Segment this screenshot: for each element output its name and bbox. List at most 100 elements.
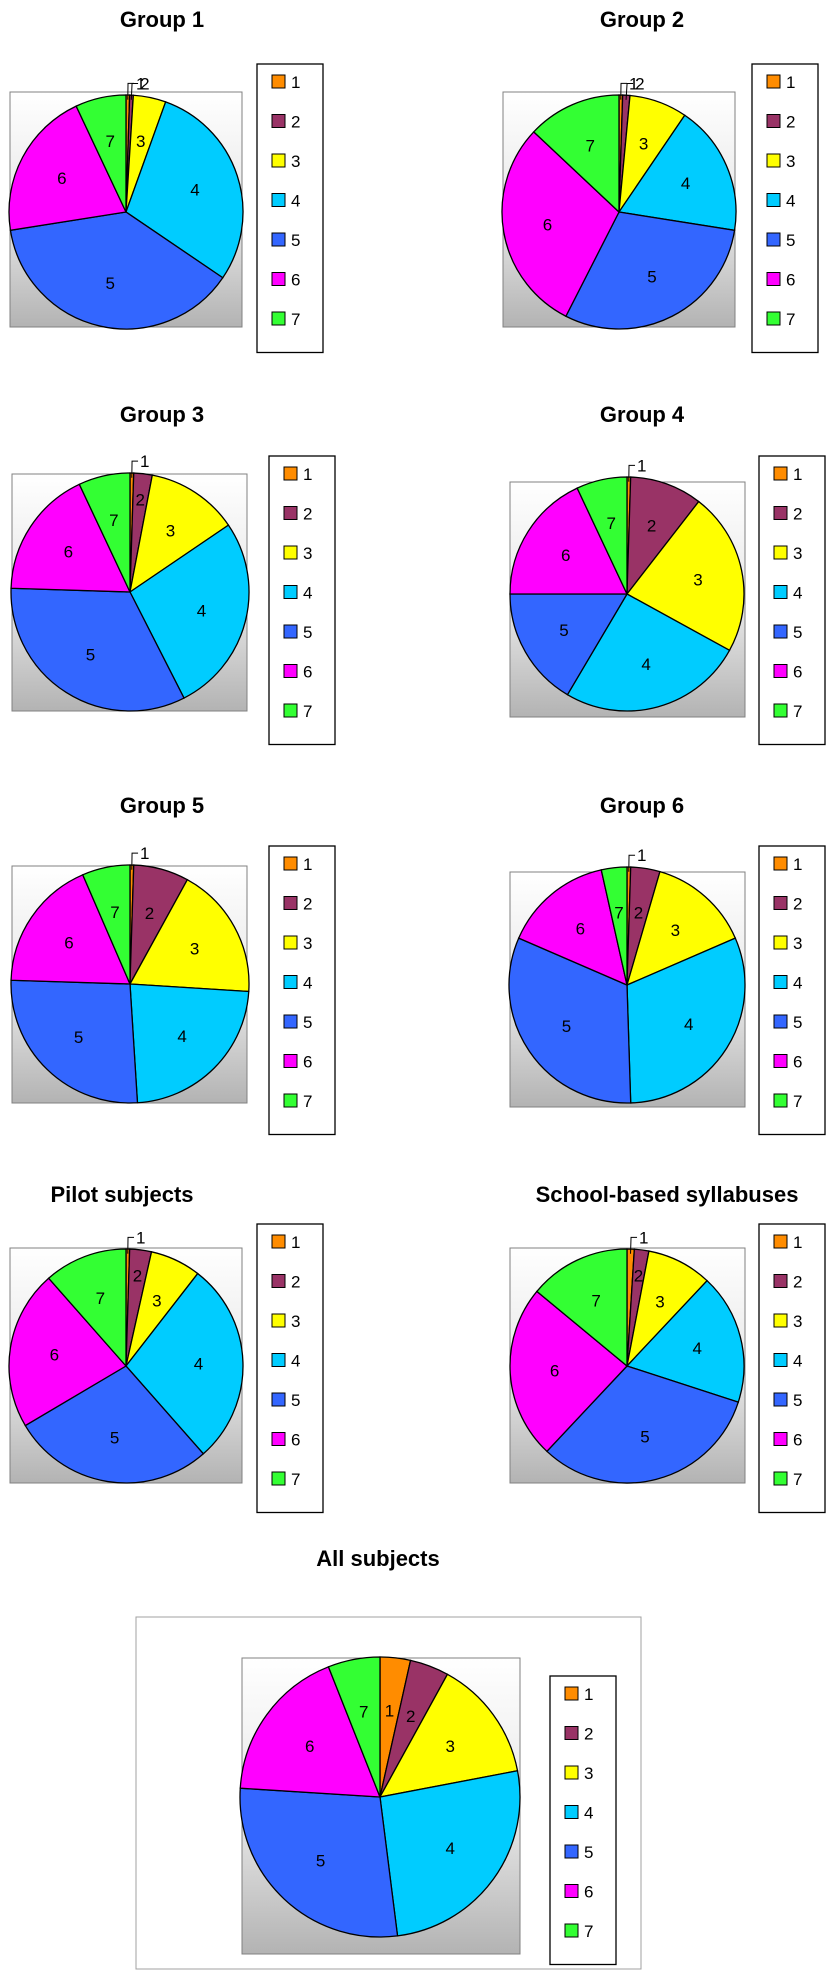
legend-label: 5 xyxy=(584,1843,593,1862)
slice-label: 5 xyxy=(316,1851,325,1870)
legend-swatch xyxy=(271,114,286,128)
pie-slice-5 xyxy=(545,1365,740,1484)
legend-label: 3 xyxy=(793,934,802,953)
pie-slice-5 xyxy=(509,593,629,696)
legend-swatch xyxy=(773,664,788,678)
legend: 1 2 3 4 5 6 7 xyxy=(758,455,826,746)
slice-label: 7 xyxy=(105,132,114,151)
legend-swatch xyxy=(773,1234,788,1249)
slice-label: 7 xyxy=(614,903,623,922)
legend-label: 5 xyxy=(291,231,300,250)
slice-label: 6 xyxy=(64,542,73,561)
legend-swatch xyxy=(564,1686,579,1701)
legend-label: 6 xyxy=(793,1431,802,1450)
legend-label: 6 xyxy=(786,271,795,290)
slice-label: 5 xyxy=(640,1427,649,1446)
legend-swatch xyxy=(283,506,298,520)
legend-swatch xyxy=(271,1274,286,1288)
pie-slice-7 xyxy=(535,1248,628,1368)
slice-label: 2 xyxy=(133,1266,142,1285)
pie-slice-6 xyxy=(509,487,629,595)
pie-slice-3 xyxy=(378,1673,519,1798)
legend-label: 6 xyxy=(291,271,300,290)
legend-label: 4 xyxy=(793,584,802,603)
slice-label: 4 xyxy=(190,181,199,200)
legend-swatch xyxy=(564,1726,579,1740)
legend-swatch xyxy=(271,311,286,326)
legend-swatch xyxy=(773,935,788,950)
slice-label: 4 xyxy=(197,601,206,620)
legend-label: 4 xyxy=(303,974,312,993)
slice-label: 6 xyxy=(561,546,570,565)
legend: 1 2 3 4 5 6 7 xyxy=(549,1675,617,1966)
slice-label: 1 xyxy=(637,456,646,475)
legend-swatch xyxy=(271,1234,286,1249)
legend-box xyxy=(268,845,336,1136)
slice-label: 2 xyxy=(406,1707,415,1726)
legend-swatch xyxy=(283,896,298,910)
chart-title: Group 4 xyxy=(600,402,685,427)
legend-label: 7 xyxy=(786,310,795,329)
pie: 12 3 4 5 6 7 xyxy=(8,74,244,330)
legend-swatch xyxy=(283,1014,298,1029)
pie-slice-6 xyxy=(8,1277,128,1427)
pie-slice-7 xyxy=(327,1656,381,1798)
legend-swatch xyxy=(271,193,286,207)
pie-slice-7 xyxy=(78,472,131,593)
legend-swatch xyxy=(773,1274,788,1288)
legend-label: 4 xyxy=(793,1352,802,1371)
legend-label: 1 xyxy=(291,73,300,92)
pie-slice-6 xyxy=(10,873,132,985)
legend-swatch xyxy=(283,585,298,599)
pie-slice-4 xyxy=(125,101,244,279)
slice-label: 7 xyxy=(96,1289,105,1308)
legend-swatch xyxy=(271,1471,286,1486)
chart-title: All subjects xyxy=(316,1546,439,1571)
legend-label: 1 xyxy=(291,1233,300,1252)
legend-swatch xyxy=(773,896,788,910)
pie-slice-7 xyxy=(75,94,127,213)
legend-swatch xyxy=(271,74,286,89)
slice-label: 7 xyxy=(591,1291,600,1310)
legend-swatch xyxy=(773,1432,788,1446)
legend: 1 2 3 4 5 6 7 xyxy=(758,1223,826,1514)
legend-swatch xyxy=(766,193,781,207)
legend-label: 7 xyxy=(303,1092,312,1111)
legend-swatch xyxy=(766,311,781,326)
legend-swatch xyxy=(564,1844,579,1859)
legend-label: 2 xyxy=(793,895,802,914)
legend-swatch xyxy=(564,1923,579,1938)
legend-swatch xyxy=(271,272,286,286)
legend-swatch xyxy=(283,624,298,639)
chart-title: Group 5 xyxy=(120,793,204,818)
legend-label: 3 xyxy=(303,544,312,563)
legend-label: 2 xyxy=(303,895,312,914)
legend-label: 6 xyxy=(291,1431,300,1450)
slice-label: 4 xyxy=(681,174,690,193)
pie-slice-6 xyxy=(10,483,132,593)
legend-label: 3 xyxy=(303,934,312,953)
legend-label: 2 xyxy=(793,505,802,524)
legend-label: 5 xyxy=(291,1391,300,1410)
slice-label: 1 xyxy=(136,74,145,93)
legend-box xyxy=(758,455,826,746)
pie-slice-6 xyxy=(501,130,620,318)
legend-label: 5 xyxy=(793,1013,802,1032)
legend: 1 2 3 4 5 6 7 xyxy=(268,455,336,746)
slice-label: 4 xyxy=(194,1355,203,1374)
slice-label: 6 xyxy=(550,1362,559,1381)
leader-line xyxy=(131,460,139,478)
leader-line xyxy=(131,852,139,870)
slice-label: 1 xyxy=(385,1702,394,1721)
chart-group-6: Group 6 1 2 3 4 5 6 7 1 2 3 4 5 6 7 xyxy=(508,793,826,1136)
slice-label: 5 xyxy=(559,621,568,640)
slice-label: 3 xyxy=(655,1292,664,1311)
legend-label: 5 xyxy=(303,1013,312,1032)
legend-label: 3 xyxy=(291,1312,300,1331)
legend-label: 6 xyxy=(303,1053,312,1072)
legend-label: 7 xyxy=(793,1470,802,1489)
legend-label: 4 xyxy=(303,584,312,603)
legend-swatch xyxy=(271,232,286,247)
slice-label: 2 xyxy=(135,491,144,510)
